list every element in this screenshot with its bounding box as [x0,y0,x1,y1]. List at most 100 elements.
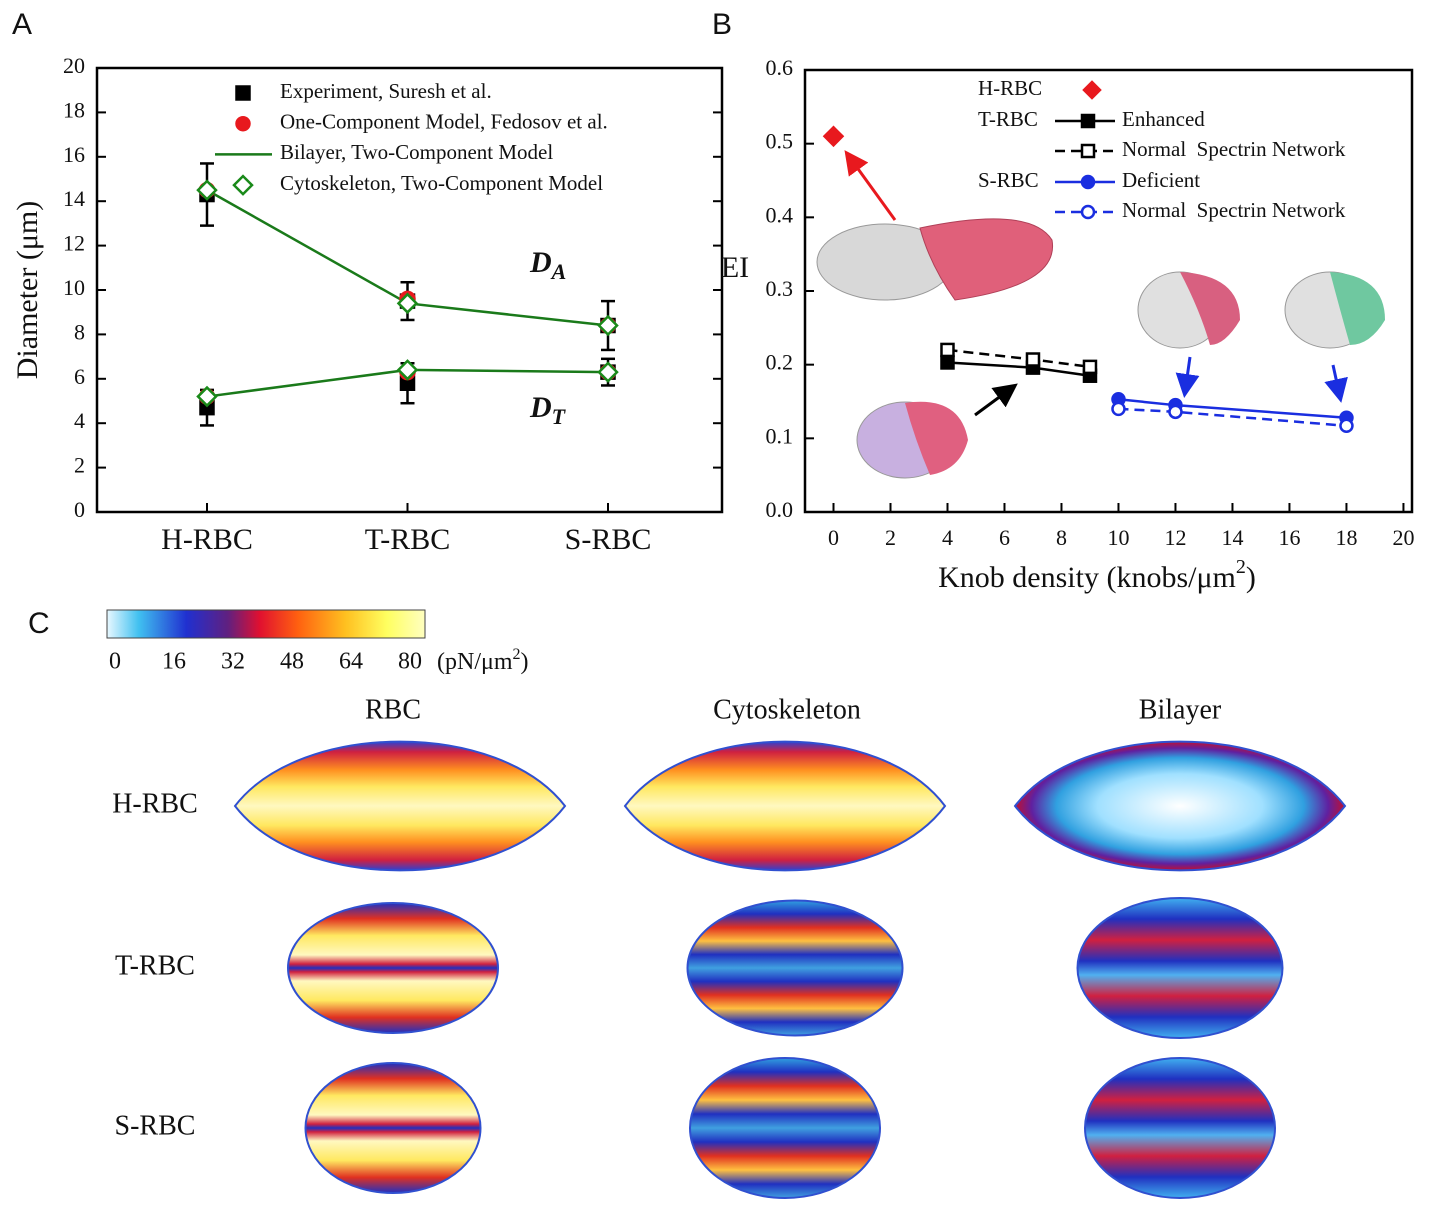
stress-map [233,740,567,872]
y-tick-label: 20 [63,53,85,78]
colorbar-tick-label: 0 [109,649,121,675]
plot-frame [95,66,724,514]
stress-map [287,902,499,1034]
legend-label: Experiment, Suresh et al. [280,79,492,103]
data-point [1025,352,1041,367]
stress-map [1084,1057,1276,1199]
y-tick-label: 8 [74,319,85,344]
column-header: RBC [365,694,421,725]
colorbar-tick-label: 64 [339,649,363,675]
colorbar [106,609,426,639]
y-tick-label: 2 [74,453,85,478]
series-line [1118,398,1347,419]
legend-swatch [1080,174,1096,190]
legend-swatch [232,174,254,196]
stress-map [1076,897,1284,1039]
legend-group: S-RBC [978,168,1039,192]
y-tick-label: 4 [74,408,85,433]
x-tick-label: 12 [1164,525,1186,550]
column-header: Cytoskeleton [713,694,861,725]
x-axis-label-part: Knob density (knobs/μm [938,561,1236,594]
legend-label: One-Component Model, Fedosov et al. [280,110,608,134]
x-tick-label: 18 [1335,525,1357,550]
annotation-part: D [529,246,552,279]
stress-map [304,1062,482,1194]
data-point [822,125,845,148]
legend-label: Deficient [1122,168,1200,192]
series-line [1118,407,1347,428]
data-point [597,361,619,383]
colorbar-tick-label: 80 [398,649,422,675]
stress-map [689,1057,881,1199]
panel-label: B [712,8,732,41]
x-tick-label: 10 [1107,525,1129,550]
x-tick-label: 20 [1392,525,1414,550]
colorbar-tick-label: 48 [280,649,304,675]
colorbar-unit-part: 2 [513,646,521,663]
stress-map [623,740,947,872]
annotation: DA [529,246,566,284]
y-tick-label: 0.5 [766,129,794,154]
data-point [597,314,619,337]
x-tick-label: 6 [999,525,1010,550]
x-tick-label: 16 [1278,525,1300,550]
y-tick-label: 12 [63,231,85,256]
legend-swatch [1080,143,1096,159]
x-tick-label: S-RBC [565,523,652,556]
legend-swatch [235,85,251,101]
legend-label: Cytoskeleton, Two-Component Model [280,171,603,195]
legend-swatch [1082,80,1102,100]
data-point [940,355,955,370]
colorbar-unit-part: (pN/μm [437,649,513,675]
legend-swatch [1080,204,1096,220]
y-tick-label: 16 [63,142,85,167]
stress-map [1013,740,1347,872]
y-tick-label: 0.1 [766,423,794,448]
x-tick-label: 4 [942,525,953,550]
colorbar-unit-part: ) [521,649,529,675]
data-point [1111,401,1126,417]
legend-swatch [235,115,251,132]
data-point [940,342,955,358]
y-tick-label: 6 [74,364,85,389]
cell-illustrations [816,150,1385,479]
data-point [196,179,218,201]
row-label: S-RBC [115,1110,196,1141]
y-tick-label: 0.3 [766,276,794,301]
y-tick-label: 0.0 [766,497,794,522]
legend-label: Normal Spectrin Network [1122,137,1346,161]
data-point [1168,404,1183,420]
x-tick-label: 8 [1056,525,1067,550]
legend-label: Enhanced [1122,107,1205,131]
x-tick-label: 0 [828,525,839,550]
annotation-part: T [552,404,567,429]
y-tick-label: 0.4 [766,202,794,227]
colorbar-unit: (pN/μm2) [437,646,529,675]
annotation: DT [529,391,567,429]
y-tick-label: 0 [74,497,85,522]
y-axis-label: EI [721,251,749,284]
legend-group: T-RBC [978,107,1038,131]
y-tick-label: 18 [63,97,85,122]
y-tick-label: 0.6 [766,55,794,80]
y-axis-label: Diameter (μm) [11,201,44,380]
data-point [396,292,419,315]
x-axis-label: Knob density (knobs/μm2) [938,556,1256,594]
colorbar-tick-label: 16 [162,649,186,675]
annotation-part: D [529,391,552,424]
panel-label: C [28,607,50,640]
row-label: H-RBC [112,788,198,819]
panel-label: A [12,8,32,41]
x-tick-label: 2 [885,525,896,550]
colorbar-tick-label: 32 [221,649,245,675]
data-point [396,359,419,381]
x-tick-label: 14 [1221,525,1243,550]
data-point [196,385,218,408]
y-tick-label: 10 [63,275,85,300]
legend-swatch [1080,113,1096,129]
row-label: T-RBC [115,950,195,981]
data-point [1082,359,1098,375]
annotation-part: A [550,259,567,284]
stress-map [686,899,904,1037]
